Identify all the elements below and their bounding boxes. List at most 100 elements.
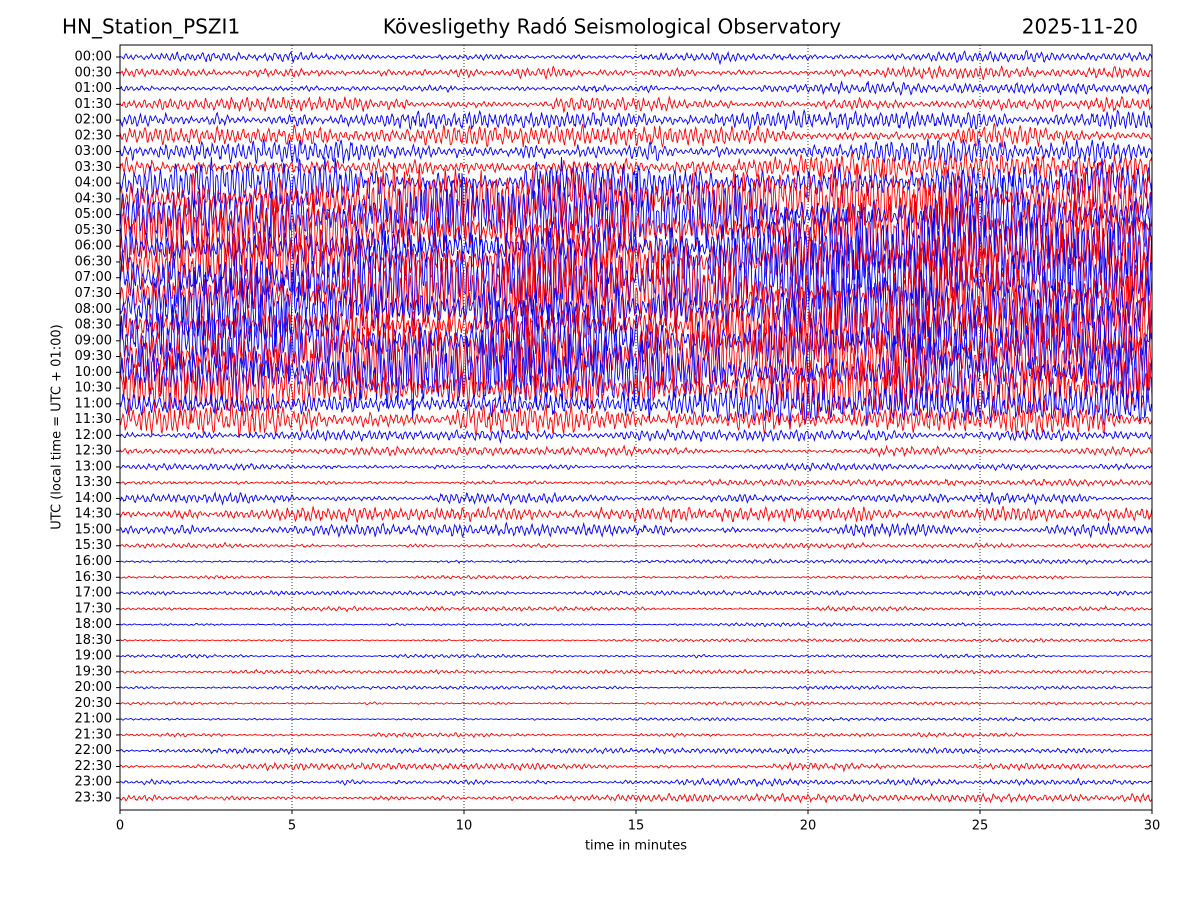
y-tick-label: 19:00 (75, 649, 112, 664)
trace (120, 653, 1152, 659)
y-tick-label: 01:00 (75, 81, 112, 96)
trace (120, 400, 1152, 439)
y-axis-label: UTC (local time = UTC + 01:00) (50, 324, 65, 529)
trace (120, 330, 1152, 421)
traces (120, 49, 1152, 804)
trace (120, 283, 1152, 401)
trace (120, 731, 1152, 739)
y-tick-label: 00:30 (75, 65, 112, 80)
x-tick-label: 20 (800, 819, 817, 834)
y-tick-label: 21:30 (75, 727, 112, 742)
trace (120, 80, 1152, 96)
y-tick-label: 10:00 (75, 365, 112, 380)
trace (120, 444, 1152, 458)
trace (120, 138, 1152, 165)
y-tick-label: 23:30 (75, 791, 112, 806)
y-tick-label: 22:00 (75, 743, 112, 758)
trace (120, 478, 1152, 488)
y-tick-label: 03:00 (75, 144, 112, 159)
trace (120, 491, 1152, 506)
trace (120, 637, 1152, 643)
trace (120, 226, 1152, 329)
trace (120, 716, 1152, 722)
trace (120, 684, 1152, 691)
trace (120, 700, 1152, 706)
x-axis-label: time in minutes (585, 839, 687, 854)
trace (120, 65, 1152, 81)
y-tick-label: 16:30 (75, 570, 112, 585)
trace (120, 150, 1152, 183)
y-tick-label: 15:00 (75, 522, 112, 537)
y-tick-label: 17:00 (75, 586, 112, 601)
x-tick-label: 10 (456, 819, 473, 834)
y-tick-label: 01:30 (75, 97, 112, 112)
trace (120, 541, 1152, 550)
y-tick-label: 13:00 (75, 459, 112, 474)
y-tick-label: 05:00 (75, 207, 112, 222)
trace (120, 462, 1152, 472)
x-tick-label: 15 (628, 819, 645, 834)
y-tick-label: 13:30 (75, 475, 112, 490)
trace (120, 521, 1152, 539)
y-tick-label: 00:00 (75, 50, 112, 65)
trace (120, 49, 1152, 66)
trace (120, 505, 1152, 523)
trace (120, 746, 1152, 756)
y-tick-label: 03:30 (75, 160, 112, 175)
y-tick-label: 07:00 (75, 270, 112, 285)
y-tick-label: 06:30 (75, 254, 112, 269)
x-tick-label: 5 (288, 819, 296, 834)
trace (120, 353, 1152, 424)
y-tick-label: 09:30 (75, 349, 112, 364)
trace (120, 123, 1152, 149)
plot-frame (119, 44, 1153, 811)
date-title: 2025-11-20 (1022, 15, 1138, 39)
y-tick-label: 04:30 (75, 191, 112, 206)
trace (120, 558, 1152, 566)
y-tick-label: 22:30 (75, 759, 112, 774)
trace (120, 294, 1152, 385)
trace (120, 792, 1152, 804)
y-tick-label: 08:00 (75, 302, 112, 317)
y-tick-label: 08:30 (75, 318, 112, 333)
y-tick-label: 11:30 (75, 412, 112, 427)
trace (120, 589, 1152, 597)
y-tick-label: 11:00 (75, 396, 112, 411)
y-tick-label: 12:30 (75, 444, 112, 459)
trace (120, 170, 1152, 257)
y-tick-label: 15:30 (75, 538, 112, 553)
trace (120, 776, 1152, 788)
trace (120, 182, 1152, 278)
x-tick-label: 0 (116, 819, 124, 834)
trace (120, 237, 1152, 346)
y-tick-label: 12:00 (75, 428, 112, 443)
y-tick-label: 10:30 (75, 381, 112, 396)
x-tick-label: 25 (972, 819, 989, 834)
station-title: HN_Station_PSZI1 (62, 15, 240, 39)
chart-title: Kövesligethy Radó Seismological Observat… (383, 15, 841, 39)
y-tick-label: 14:00 (75, 491, 112, 506)
y-tick-label: 06:00 (75, 239, 112, 254)
trace (120, 605, 1152, 613)
y-tick-label: 21:00 (75, 712, 112, 727)
trace (120, 95, 1152, 114)
trace (120, 381, 1152, 426)
y-tick-label: 02:30 (75, 128, 112, 143)
trace (120, 621, 1152, 628)
y-tick-label: 18:30 (75, 633, 112, 648)
y-tick-label: 14:30 (75, 507, 112, 522)
y-tick-label: 05:30 (75, 223, 112, 238)
y-tick-label: 07:30 (75, 286, 112, 301)
y-tick-label: 16:00 (75, 554, 112, 569)
y-tick-label: 18:00 (75, 617, 112, 632)
y-tick-label: 19:30 (75, 664, 112, 679)
y-tick-label: 09:00 (75, 333, 112, 348)
y-tick-label: 17:30 (75, 601, 112, 616)
trace (120, 668, 1152, 675)
y-tick-label: 04:00 (75, 176, 112, 191)
y-tick-label: 20:00 (75, 680, 112, 695)
x-tick-label: 30 (1144, 819, 1161, 834)
trace (120, 201, 1152, 290)
y-tick-label: 23:00 (75, 775, 112, 790)
